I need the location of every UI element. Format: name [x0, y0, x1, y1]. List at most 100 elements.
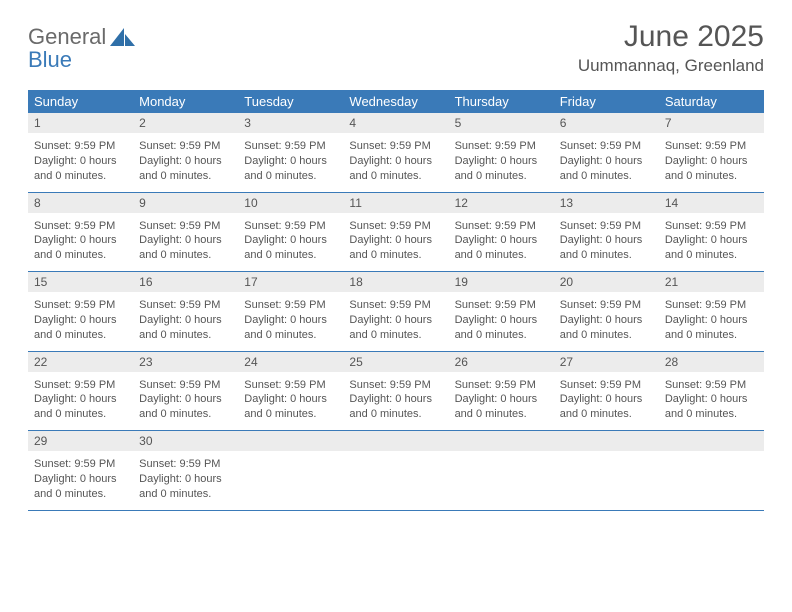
- day-number: 8: [28, 193, 133, 213]
- day-number: 10: [238, 193, 343, 213]
- day-number: 22: [28, 352, 133, 372]
- weekday-header: Wednesday: [343, 90, 448, 113]
- month-title: June 2025: [578, 20, 764, 54]
- calendar-cell: 1Sunset: 9:59 PMDaylight: 0 hours and 0 …: [28, 113, 133, 192]
- sunset-text: Sunset: 9:59 PM: [139, 298, 232, 313]
- day-number: 26: [449, 352, 554, 372]
- sunset-text: Sunset: 9:59 PM: [244, 378, 337, 393]
- brand-logo: General Blue: [28, 20, 136, 72]
- day-number: 30: [133, 431, 238, 451]
- calendar-cell: 25Sunset: 9:59 PMDaylight: 0 hours and 0…: [343, 351, 448, 431]
- day-body: [659, 451, 764, 495]
- daylight-text: Daylight: 0 hours and 0 minutes.: [34, 233, 127, 263]
- daylight-text: Daylight: 0 hours and 0 minutes.: [349, 313, 442, 343]
- day-body: Sunset: 9:59 PMDaylight: 0 hours and 0 m…: [133, 292, 238, 351]
- daylight-text: Daylight: 0 hours and 0 minutes.: [244, 313, 337, 343]
- daylight-text: Daylight: 0 hours and 0 minutes.: [139, 233, 232, 263]
- daylight-text: Daylight: 0 hours and 0 minutes.: [665, 233, 758, 263]
- daylight-text: Daylight: 0 hours and 0 minutes.: [244, 154, 337, 184]
- day-number: 17: [238, 272, 343, 292]
- daylight-text: Daylight: 0 hours and 0 minutes.: [139, 313, 232, 343]
- sunset-text: Sunset: 9:59 PM: [560, 139, 653, 154]
- sunset-text: Sunset: 9:59 PM: [139, 457, 232, 472]
- calendar-cell: 14Sunset: 9:59 PMDaylight: 0 hours and 0…: [659, 192, 764, 272]
- day-body: Sunset: 9:59 PMDaylight: 0 hours and 0 m…: [343, 133, 448, 192]
- calendar-cell: 15Sunset: 9:59 PMDaylight: 0 hours and 0…: [28, 272, 133, 352]
- brand-sail-icon: [110, 28, 136, 48]
- day-body: Sunset: 9:59 PMDaylight: 0 hours and 0 m…: [343, 213, 448, 272]
- day-number: 5: [449, 113, 554, 133]
- sunset-text: Sunset: 9:59 PM: [455, 139, 548, 154]
- sunset-text: Sunset: 9:59 PM: [244, 298, 337, 313]
- calendar-cell: 3Sunset: 9:59 PMDaylight: 0 hours and 0 …: [238, 113, 343, 192]
- daylight-text: Daylight: 0 hours and 0 minutes.: [560, 233, 653, 263]
- day-body: [554, 451, 659, 495]
- day-body: Sunset: 9:59 PMDaylight: 0 hours and 0 m…: [238, 292, 343, 351]
- calendar-week-row: 1Sunset: 9:59 PMDaylight: 0 hours and 0 …: [28, 113, 764, 192]
- day-body: Sunset: 9:59 PMDaylight: 0 hours and 0 m…: [133, 372, 238, 431]
- day-number: [449, 431, 554, 451]
- calendar-week-row: 8Sunset: 9:59 PMDaylight: 0 hours and 0 …: [28, 192, 764, 272]
- sunset-text: Sunset: 9:59 PM: [139, 219, 232, 234]
- calendar-cell: 10Sunset: 9:59 PMDaylight: 0 hours and 0…: [238, 192, 343, 272]
- sunset-text: Sunset: 9:59 PM: [455, 219, 548, 234]
- daylight-text: Daylight: 0 hours and 0 minutes.: [349, 233, 442, 263]
- weekday-header: Sunday: [28, 90, 133, 113]
- sunset-text: Sunset: 9:59 PM: [349, 219, 442, 234]
- sunset-text: Sunset: 9:59 PM: [665, 139, 758, 154]
- day-body: Sunset: 9:59 PMDaylight: 0 hours and 0 m…: [554, 213, 659, 272]
- daylight-text: Daylight: 0 hours and 0 minutes.: [244, 392, 337, 422]
- day-body: Sunset: 9:59 PMDaylight: 0 hours and 0 m…: [449, 292, 554, 351]
- calendar-cell: 9Sunset: 9:59 PMDaylight: 0 hours and 0 …: [133, 192, 238, 272]
- calendar-cell-empty: [238, 431, 343, 511]
- calendar-cell: 30Sunset: 9:59 PMDaylight: 0 hours and 0…: [133, 431, 238, 511]
- day-number: 11: [343, 193, 448, 213]
- day-body: Sunset: 9:59 PMDaylight: 0 hours and 0 m…: [554, 292, 659, 351]
- calendar-cell: 4Sunset: 9:59 PMDaylight: 0 hours and 0 …: [343, 113, 448, 192]
- day-number: 1: [28, 113, 133, 133]
- sunset-text: Sunset: 9:59 PM: [455, 378, 548, 393]
- day-body: Sunset: 9:59 PMDaylight: 0 hours and 0 m…: [28, 292, 133, 351]
- daylight-text: Daylight: 0 hours and 0 minutes.: [349, 154, 442, 184]
- day-number: 13: [554, 193, 659, 213]
- day-number: 29: [28, 431, 133, 451]
- day-body: Sunset: 9:59 PMDaylight: 0 hours and 0 m…: [28, 213, 133, 272]
- day-body: [449, 451, 554, 495]
- calendar-cell: 11Sunset: 9:59 PMDaylight: 0 hours and 0…: [343, 192, 448, 272]
- brand-word-2: Blue: [28, 47, 72, 72]
- calendar-cell-empty: [659, 431, 764, 511]
- daylight-text: Daylight: 0 hours and 0 minutes.: [349, 392, 442, 422]
- day-number: 6: [554, 113, 659, 133]
- calendar-header-row: SundayMondayTuesdayWednesdayThursdayFrid…: [28, 90, 764, 113]
- calendar-cell: 21Sunset: 9:59 PMDaylight: 0 hours and 0…: [659, 272, 764, 352]
- calendar-cell: 27Sunset: 9:59 PMDaylight: 0 hours and 0…: [554, 351, 659, 431]
- daylight-text: Daylight: 0 hours and 0 minutes.: [665, 313, 758, 343]
- day-number: 20: [554, 272, 659, 292]
- daylight-text: Daylight: 0 hours and 0 minutes.: [139, 154, 232, 184]
- sunset-text: Sunset: 9:59 PM: [244, 139, 337, 154]
- calendar-cell-empty: [343, 431, 448, 511]
- day-number: 2: [133, 113, 238, 133]
- day-body: Sunset: 9:59 PMDaylight: 0 hours and 0 m…: [238, 133, 343, 192]
- sunset-text: Sunset: 9:59 PM: [34, 298, 127, 313]
- sunset-text: Sunset: 9:59 PM: [139, 139, 232, 154]
- location-subtitle: Uummannaq, Greenland: [578, 56, 764, 76]
- day-body: Sunset: 9:59 PMDaylight: 0 hours and 0 m…: [28, 133, 133, 192]
- day-number: 21: [659, 272, 764, 292]
- sunset-text: Sunset: 9:59 PM: [34, 378, 127, 393]
- sunset-text: Sunset: 9:59 PM: [560, 219, 653, 234]
- day-number: 4: [343, 113, 448, 133]
- day-body: Sunset: 9:59 PMDaylight: 0 hours and 0 m…: [659, 372, 764, 431]
- daylight-text: Daylight: 0 hours and 0 minutes.: [34, 472, 127, 502]
- daylight-text: Daylight: 0 hours and 0 minutes.: [560, 392, 653, 422]
- day-number: 18: [343, 272, 448, 292]
- day-number: 12: [449, 193, 554, 213]
- day-body: Sunset: 9:59 PMDaylight: 0 hours and 0 m…: [449, 133, 554, 192]
- calendar-cell: 5Sunset: 9:59 PMDaylight: 0 hours and 0 …: [449, 113, 554, 192]
- day-number: 7: [659, 113, 764, 133]
- day-body: Sunset: 9:59 PMDaylight: 0 hours and 0 m…: [133, 213, 238, 272]
- calendar-cell: 19Sunset: 9:59 PMDaylight: 0 hours and 0…: [449, 272, 554, 352]
- day-body: Sunset: 9:59 PMDaylight: 0 hours and 0 m…: [28, 451, 133, 510]
- calendar-cell: 12Sunset: 9:59 PMDaylight: 0 hours and 0…: [449, 192, 554, 272]
- day-body: Sunset: 9:59 PMDaylight: 0 hours and 0 m…: [554, 372, 659, 431]
